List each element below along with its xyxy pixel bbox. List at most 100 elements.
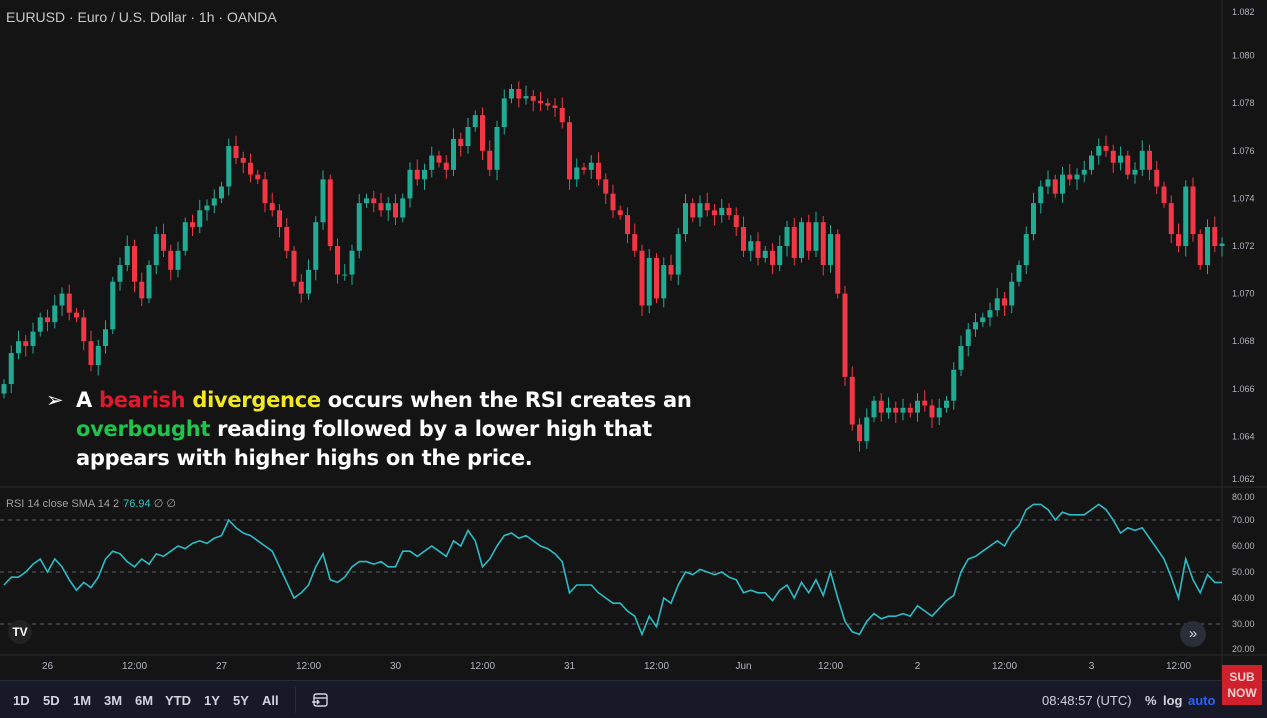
candle xyxy=(1168,195,1174,244)
candle-body xyxy=(45,317,50,323)
candle-body xyxy=(240,157,246,163)
annotation-segment: A xyxy=(76,388,99,412)
range-button-1y[interactable]: 1Y xyxy=(204,693,220,708)
candle-body xyxy=(610,193,616,211)
candle xyxy=(1132,162,1138,184)
candle xyxy=(617,205,623,220)
candle xyxy=(936,398,942,425)
range-button-1d[interactable]: 1D xyxy=(13,693,30,708)
candle xyxy=(306,259,311,300)
candle-body xyxy=(472,115,478,127)
candle-body xyxy=(581,167,587,170)
candle-body xyxy=(465,127,471,147)
range-button-ytd[interactable]: YTD xyxy=(165,693,191,708)
candle xyxy=(1096,138,1102,165)
candle-body xyxy=(393,203,398,218)
candle-body xyxy=(784,226,790,246)
candle-body xyxy=(994,298,1000,311)
candle xyxy=(204,199,210,221)
bottom-toolbar: 1D 5D 1M 3M 6M YTD 1Y 5Y All 08:48:57 (UTC) % lo… xyxy=(0,680,1267,718)
candle-body xyxy=(733,215,739,227)
annotation-segment: occurs when the RSI creates an xyxy=(320,388,692,412)
candle xyxy=(37,312,43,337)
range-button-6m[interactable]: 6M xyxy=(135,693,154,708)
candle xyxy=(944,395,949,413)
range-button-1m[interactable]: 1M xyxy=(73,693,92,708)
candle xyxy=(704,192,710,217)
candle xyxy=(1110,144,1116,174)
symbol-title[interactable]: EURUSD · Euro / U.S. Dollar · 1h · OANDA xyxy=(6,9,277,25)
candle-body xyxy=(726,207,732,216)
candle-body xyxy=(559,107,565,123)
log-scale-toggle[interactable]: log xyxy=(1163,693,1183,708)
candle xyxy=(146,260,152,304)
price-tick-label: 1.072 xyxy=(1232,241,1255,251)
percent-scale-toggle[interactable]: % xyxy=(1145,693,1157,708)
candle-body xyxy=(1125,155,1131,175)
candle xyxy=(378,192,384,217)
candle xyxy=(661,257,667,308)
candle-body xyxy=(327,179,333,246)
candle xyxy=(110,276,116,335)
candle-body xyxy=(1052,179,1058,194)
candle-body xyxy=(291,250,297,282)
candle-body xyxy=(320,179,326,223)
candle-body xyxy=(835,234,841,294)
utc-clock[interactable]: 08:48:57 (UTC) xyxy=(1042,693,1132,708)
candle xyxy=(233,135,239,165)
candle-body xyxy=(487,150,493,170)
candle xyxy=(588,155,594,179)
candle-body xyxy=(364,198,369,204)
candle xyxy=(1016,260,1022,287)
candle-body xyxy=(1176,234,1181,246)
candle xyxy=(980,312,986,327)
range-button-all[interactable]: All xyxy=(262,693,279,708)
rsi-legend[interactable]: RSI 14 close SMA 14 2 76.94 ∅ ∅ xyxy=(6,497,176,510)
candle xyxy=(900,398,906,421)
candle xyxy=(1002,292,1007,316)
range-button-5y[interactable]: 5Y xyxy=(233,693,249,708)
scroll-to-realtime-button[interactable]: » xyxy=(1180,621,1206,647)
candle-body xyxy=(712,210,717,216)
candle xyxy=(1197,229,1203,270)
candle xyxy=(1038,180,1044,214)
chart-canvas[interactable]: 1.082 1.080 1.078 1.076 1.074 1.072 1.070 1.068… xyxy=(0,0,1267,680)
candle-body xyxy=(574,167,580,180)
candle xyxy=(697,195,703,227)
time-tick-label: 12:00 xyxy=(644,661,669,672)
price-tick-label: 1.080 xyxy=(1232,51,1255,61)
date-range-calendar-icon[interactable] xyxy=(311,691,329,709)
price-tick-label: 1.082 xyxy=(1232,7,1255,17)
candle-body xyxy=(603,179,609,194)
candle-body xyxy=(284,226,290,251)
range-button-5d[interactable]: 5D xyxy=(43,693,60,708)
tradingview-logo[interactable]: TV xyxy=(8,620,32,644)
subscribe-badge[interactable]: SUB NOW xyxy=(1222,665,1262,705)
candle xyxy=(364,193,369,208)
candle-body xyxy=(1067,174,1073,180)
rsi-tick-label: 50.00 xyxy=(1232,567,1255,577)
candle xyxy=(1,379,7,399)
subscribe-line-2: NOW xyxy=(1227,686,1257,700)
candle-body xyxy=(509,88,514,99)
candle-body xyxy=(951,369,957,401)
candle xyxy=(414,159,420,186)
candle xyxy=(219,181,224,204)
range-button-3m[interactable]: 3M xyxy=(104,693,123,708)
candle-body xyxy=(639,250,645,306)
candle-body xyxy=(661,265,667,299)
annotation-segment: bearish xyxy=(98,388,186,412)
auto-scale-toggle[interactable]: auto xyxy=(1188,693,1216,708)
candle-body xyxy=(255,174,261,180)
candle-body xyxy=(161,234,166,251)
candle-body xyxy=(451,138,456,170)
candle-body xyxy=(973,322,978,330)
candle-body xyxy=(30,331,36,346)
candle xyxy=(915,393,920,422)
candle-body xyxy=(443,162,449,170)
candle xyxy=(211,189,217,214)
candle xyxy=(451,128,456,177)
candle xyxy=(429,146,435,178)
candle-body xyxy=(538,100,543,104)
rsi-value: 76.94 xyxy=(123,498,151,510)
